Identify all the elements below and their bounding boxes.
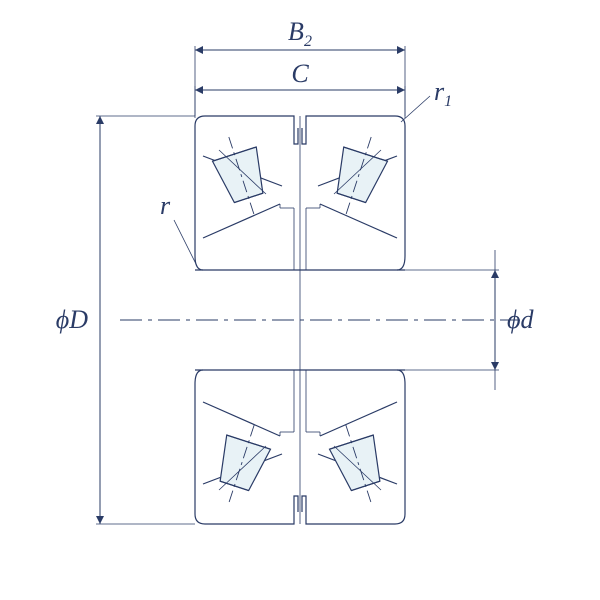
label-r1: r1 [434, 77, 452, 110]
roller [207, 130, 276, 222]
label-r: r [160, 191, 171, 220]
label-phid: ϕd [507, 305, 534, 334]
leader-r [174, 220, 197, 266]
roller [324, 130, 393, 222]
label-C: C [291, 59, 309, 88]
label-phiD: ϕD [56, 305, 88, 334]
label-B2: B2 [288, 17, 312, 50]
roller [324, 418, 393, 510]
roller [207, 418, 276, 510]
